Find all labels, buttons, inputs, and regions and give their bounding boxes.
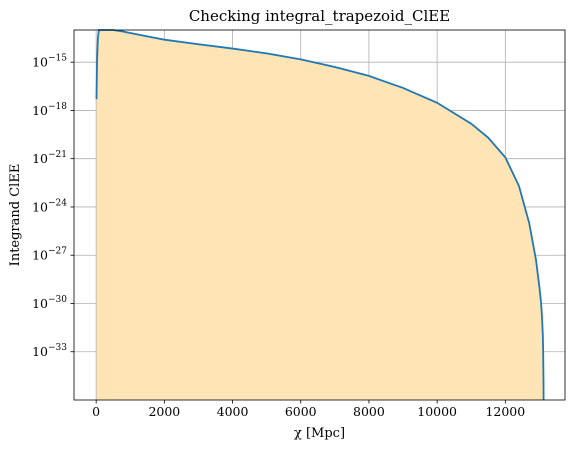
x-axis-ticks: 0 2000 4000 6000 8000 10000 12000 (92, 400, 525, 419)
y-tick-label: 10−18 (32, 102, 67, 118)
plot-frame (73, 29, 566, 401)
x-tick-label: 8000 (353, 404, 385, 419)
x-tick-label: 6000 (285, 404, 317, 419)
series-area-fill (96, 30, 544, 400)
y-axis-ticks: 10−15 10−18 10−21 10−24 10−27 10−30 10−33 (32, 54, 74, 359)
y-tick-label: 10−33 (32, 343, 67, 359)
x-axis-title: χ [Mpc] (294, 426, 345, 441)
x-tick-label: 4000 (217, 404, 249, 419)
y-tick-label: 10−30 (32, 295, 67, 311)
x-tick-label: 0 (92, 404, 100, 419)
y-tick-label: 10−15 (32, 54, 67, 70)
y-tick-label: 10−21 (32, 150, 67, 166)
y-axis-title: Integrand ClEE (8, 164, 23, 267)
x-tick-label: 2000 (148, 404, 180, 419)
y-tick-label: 10−27 (32, 247, 67, 263)
y-tick-label: 10−24 (32, 198, 67, 214)
x-tick-label: 10000 (417, 404, 457, 419)
chart-title: Checking integral_trapezoid_ClEE (189, 7, 450, 25)
x-tick-label: 12000 (485, 404, 525, 419)
